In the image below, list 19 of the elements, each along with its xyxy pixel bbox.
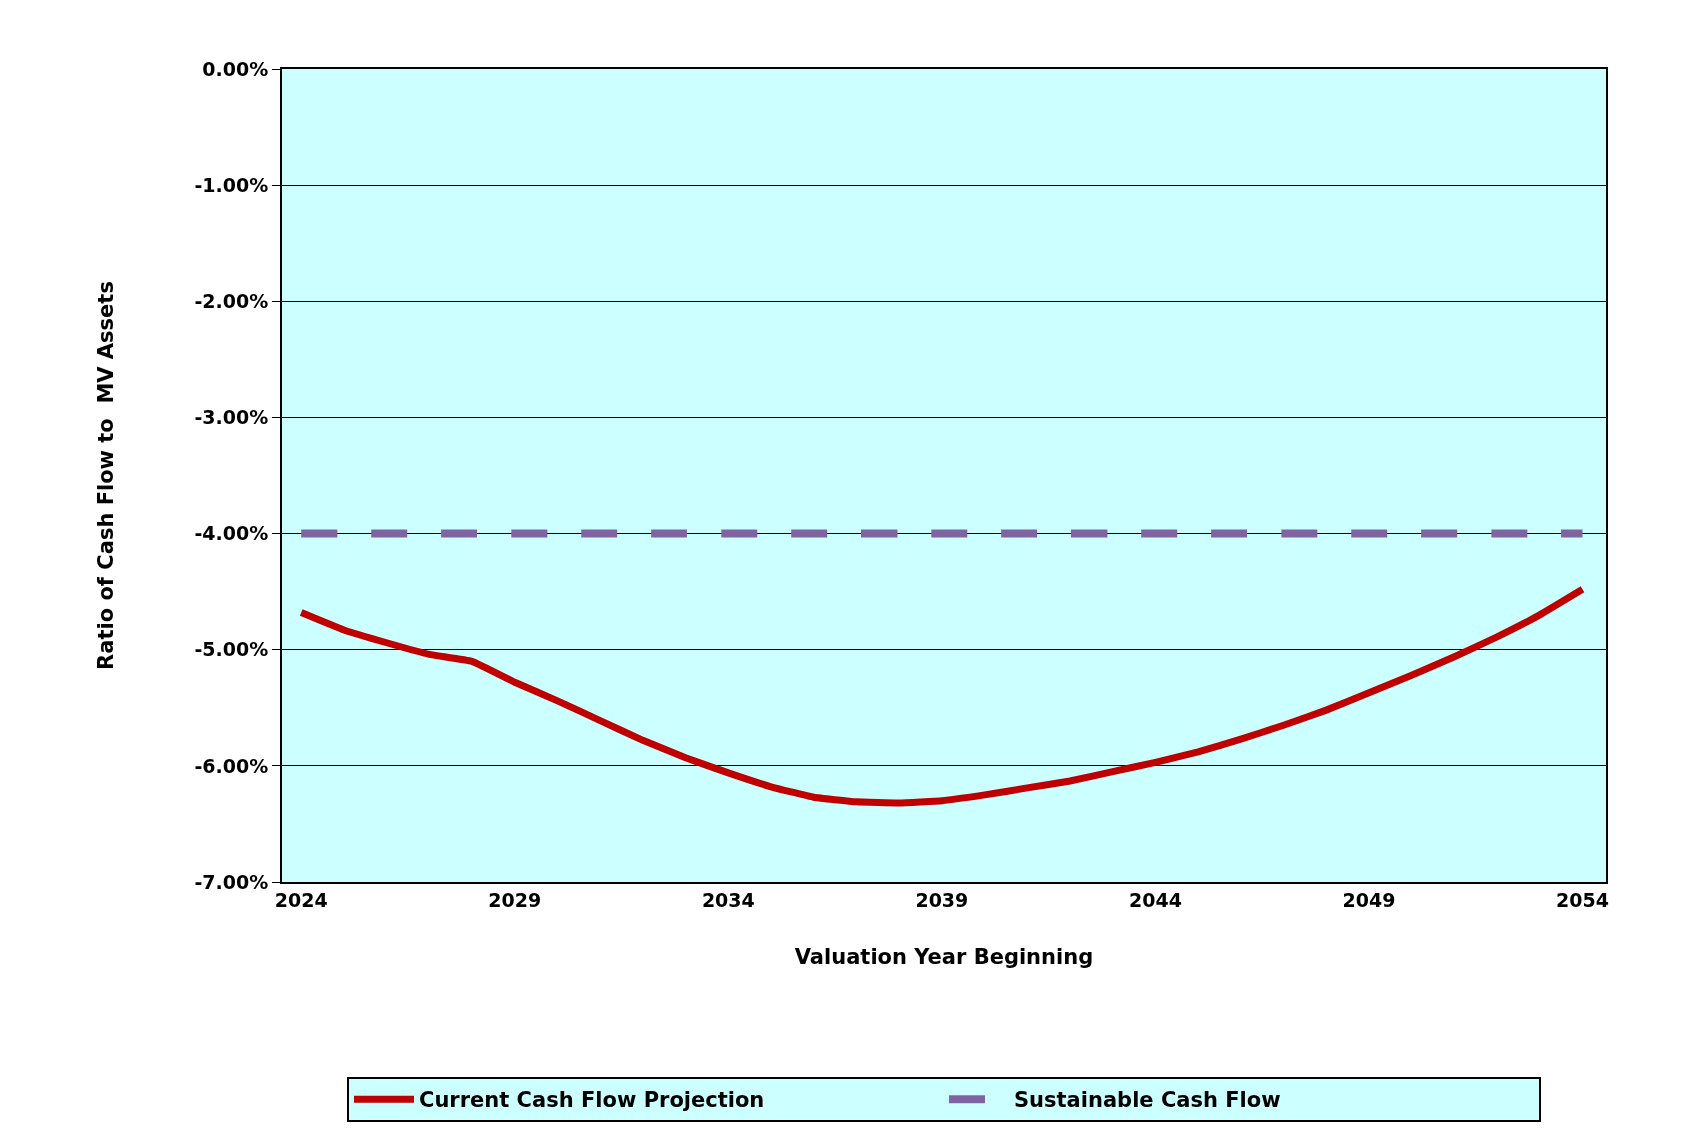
y-tick-label: -2.00% [194,289,269,312]
y-tick-label: -4.00% [194,522,269,545]
x-tick-label: 2049 [1342,888,1396,911]
y-tick-label: -3.00% [194,406,269,429]
x-tick-label: 2024 [274,888,328,911]
legend-label: Sustainable Cash Flow [1014,1088,1281,1113]
y-tick-label: -5.00% [194,638,269,661]
y-tick-label: -7.00% [194,870,269,893]
y-axis-title: Ratio of Cash Flow to MV Assets [94,281,119,670]
x-axis-title: Valuation Year Beginning [794,945,1094,970]
y-tick-label: -1.00% [194,173,269,196]
x-tick-label: 2029 [488,888,542,911]
y-tick-label: -6.00% [194,754,269,777]
legend-label: Current Cash Flow Projection [419,1088,765,1113]
x-tick-label: 2039 [915,888,969,911]
x-tick-label: 2034 [701,888,755,911]
y-tick-label: 0.00% [202,57,269,80]
x-tick-label: 2054 [1556,888,1609,911]
x-tick-label: 2044 [1128,888,1182,911]
